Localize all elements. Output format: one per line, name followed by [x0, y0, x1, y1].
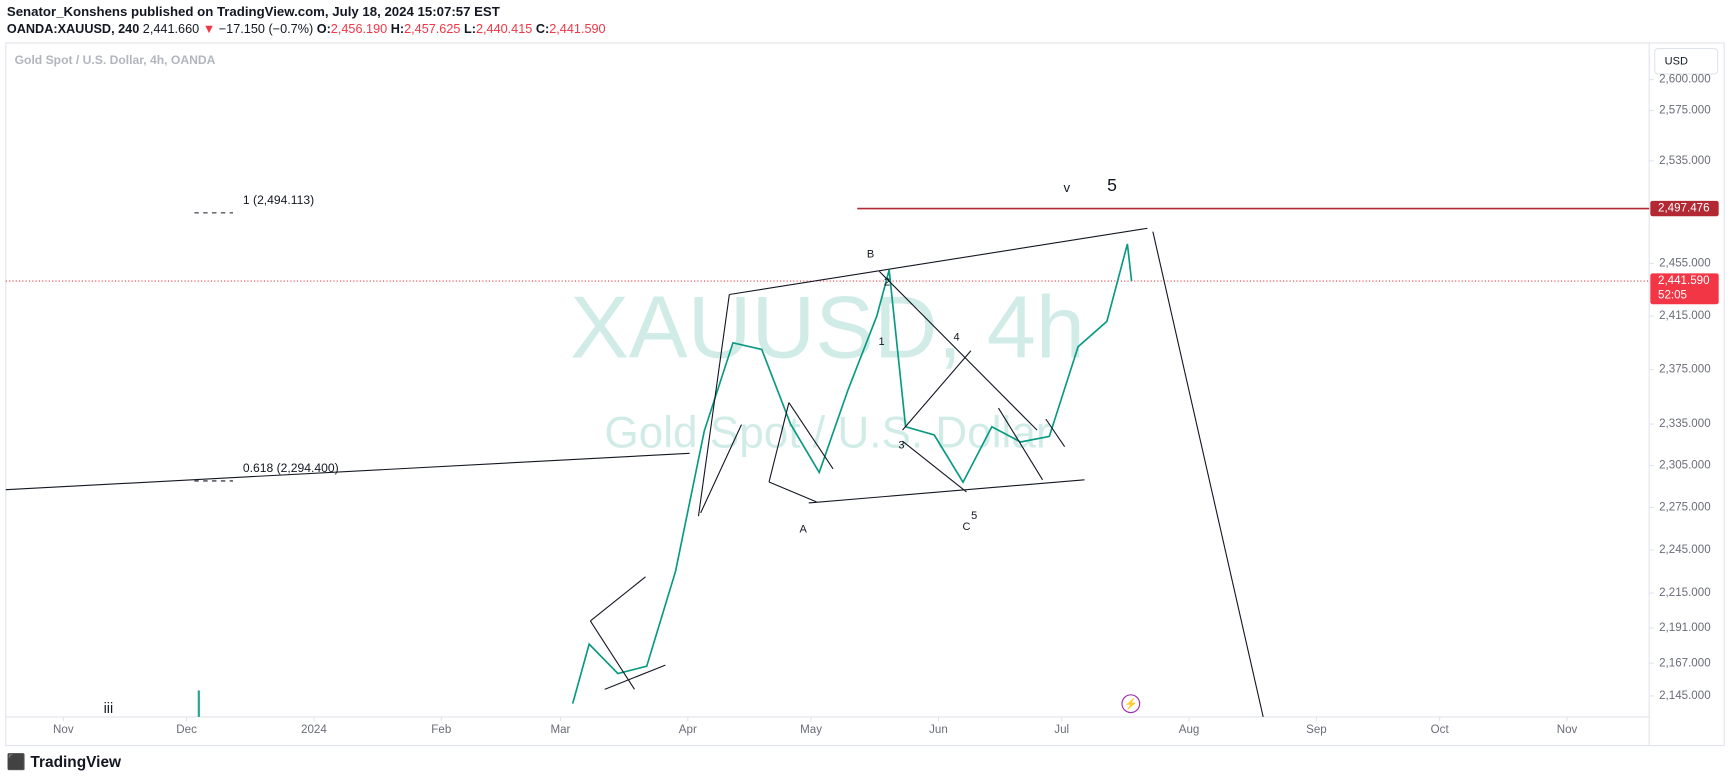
y-tick-label: 2,600.000	[1659, 74, 1711, 86]
trend-line	[878, 270, 1038, 431]
wave-label: 5	[1107, 175, 1117, 195]
drawings	[5, 212, 1264, 718]
x-tick-label: 2024	[301, 724, 327, 736]
trend-line	[1045, 418, 1066, 448]
trend-line	[697, 294, 730, 517]
ohlc-line: OANDA:XAUUSD, 240 2,441.660 ▼ −17.150 (−…	[7, 22, 606, 36]
price-badge-label: 2,441.590	[1658, 275, 1710, 287]
price-badge-label: 2,497.476	[1658, 203, 1710, 215]
marker	[197, 690, 200, 717]
currency-label[interactable]: USD	[1665, 56, 1688, 68]
x-tick-label: Jul	[1054, 724, 1069, 736]
event-icon[interactable]	[1121, 694, 1141, 714]
annotations: 1 (2,494.113) 0.618 (2,294.400) v 5 B A …	[104, 175, 1118, 717]
x-tick-label: Oct	[1431, 724, 1450, 736]
wave-label: 2	[884, 276, 890, 288]
wave-label: 1	[878, 336, 884, 348]
y-tick-label: 2,215.000	[1659, 587, 1711, 599]
wave-label: 5	[971, 510, 977, 522]
chart-frame	[5, 42, 1725, 747]
fib-label: 0.618 (2,294.400)	[243, 461, 339, 475]
legend: Gold Spot / U.S. Dollar, 4h, OANDA	[15, 53, 216, 67]
y-tick-label: 2,375.000	[1659, 364, 1711, 376]
y-tick-label: 2,455.000	[1659, 258, 1711, 270]
wave-label: iii	[104, 701, 114, 717]
trend-line	[729, 227, 1148, 296]
trend-line	[902, 350, 972, 431]
y-tick-label: 2,335.000	[1659, 418, 1711, 430]
trend-line	[700, 424, 742, 514]
publisher: Senator_Konshens published on TradingVie…	[7, 4, 500, 19]
fib-label: 1 (2,494.113)	[243, 193, 314, 207]
wave-label: 3	[898, 440, 904, 452]
x-tick-label: Sep	[1306, 724, 1327, 736]
y-tick-label: 2,415.000	[1659, 310, 1711, 322]
x-tick-label: Apr	[679, 724, 697, 736]
watermark: XAUUSD, 4h	[570, 278, 1085, 377]
wave-label: 4	[953, 331, 959, 343]
x-tick-label: Nov	[1557, 724, 1578, 736]
price-badge	[1650, 273, 1719, 305]
x-tick-label: Mar	[550, 724, 570, 736]
currency-button[interactable]	[1654, 47, 1719, 75]
wave-label: C	[962, 521, 970, 533]
trend-line	[589, 620, 635, 690]
y-tick-label: 2,575.000	[1659, 105, 1711, 117]
y-tick-label: 2,275.000	[1659, 502, 1711, 514]
x-tick-label: Jun	[929, 724, 948, 736]
wave-label: B	[867, 249, 874, 261]
y-tick-label: 2,191.000	[1659, 622, 1711, 634]
x-tick-label: Nov	[53, 724, 74, 736]
trend-line	[590, 576, 646, 622]
wave-label: A	[800, 523, 808, 535]
trend-line	[768, 402, 790, 483]
trend-line	[808, 479, 1085, 504]
trend-line	[788, 402, 834, 470]
price-badge-timer: 52:05	[1658, 289, 1687, 301]
event-icon-glyph[interactable]: ⚡	[1124, 698, 1138, 711]
y-tick-label: 2,145.000	[1659, 690, 1711, 702]
plot	[5, 207, 1650, 704]
x-tick-label: Aug	[1179, 724, 1200, 736]
logo: ⬛ TradingView	[7, 753, 122, 771]
trend-line	[902, 440, 967, 493]
trend-line	[768, 481, 817, 503]
y-tick-label: 2,535.000	[1659, 155, 1711, 167]
x-tick-label: Dec	[176, 724, 197, 736]
trend-line	[5, 452, 690, 491]
trend-line	[604, 664, 666, 690]
y-tick-label: 2,167.000	[1659, 657, 1711, 669]
wave-label: v	[1064, 180, 1071, 195]
x-tick-label: May	[800, 724, 822, 736]
price-line	[571, 243, 1133, 704]
projection-line	[1152, 231, 1264, 718]
price-badge	[1650, 200, 1719, 217]
trend-line	[997, 407, 1044, 481]
x-tick-label: Feb	[431, 724, 451, 736]
y-tick-label: 2,305.000	[1659, 460, 1711, 472]
axes: 2,600.000 2,575.000 2,535.000 2,455.000 2,41…	[53, 74, 1719, 736]
y-tick-label: 2,245.000	[1659, 544, 1711, 556]
